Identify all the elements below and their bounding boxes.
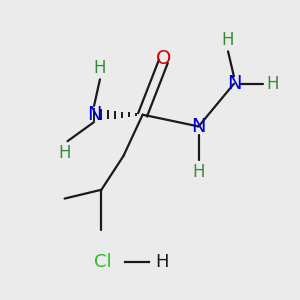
Text: H: H	[222, 31, 234, 49]
Text: N: N	[191, 117, 206, 136]
Text: H: H	[266, 75, 278, 93]
Text: H: H	[192, 163, 205, 181]
Text: N: N	[87, 105, 101, 124]
Text: H: H	[94, 58, 106, 76]
Text: H: H	[155, 253, 169, 271]
Text: N: N	[227, 74, 241, 93]
Text: H: H	[58, 144, 71, 162]
Text: O: O	[156, 49, 171, 68]
Text: Cl: Cl	[94, 253, 112, 271]
